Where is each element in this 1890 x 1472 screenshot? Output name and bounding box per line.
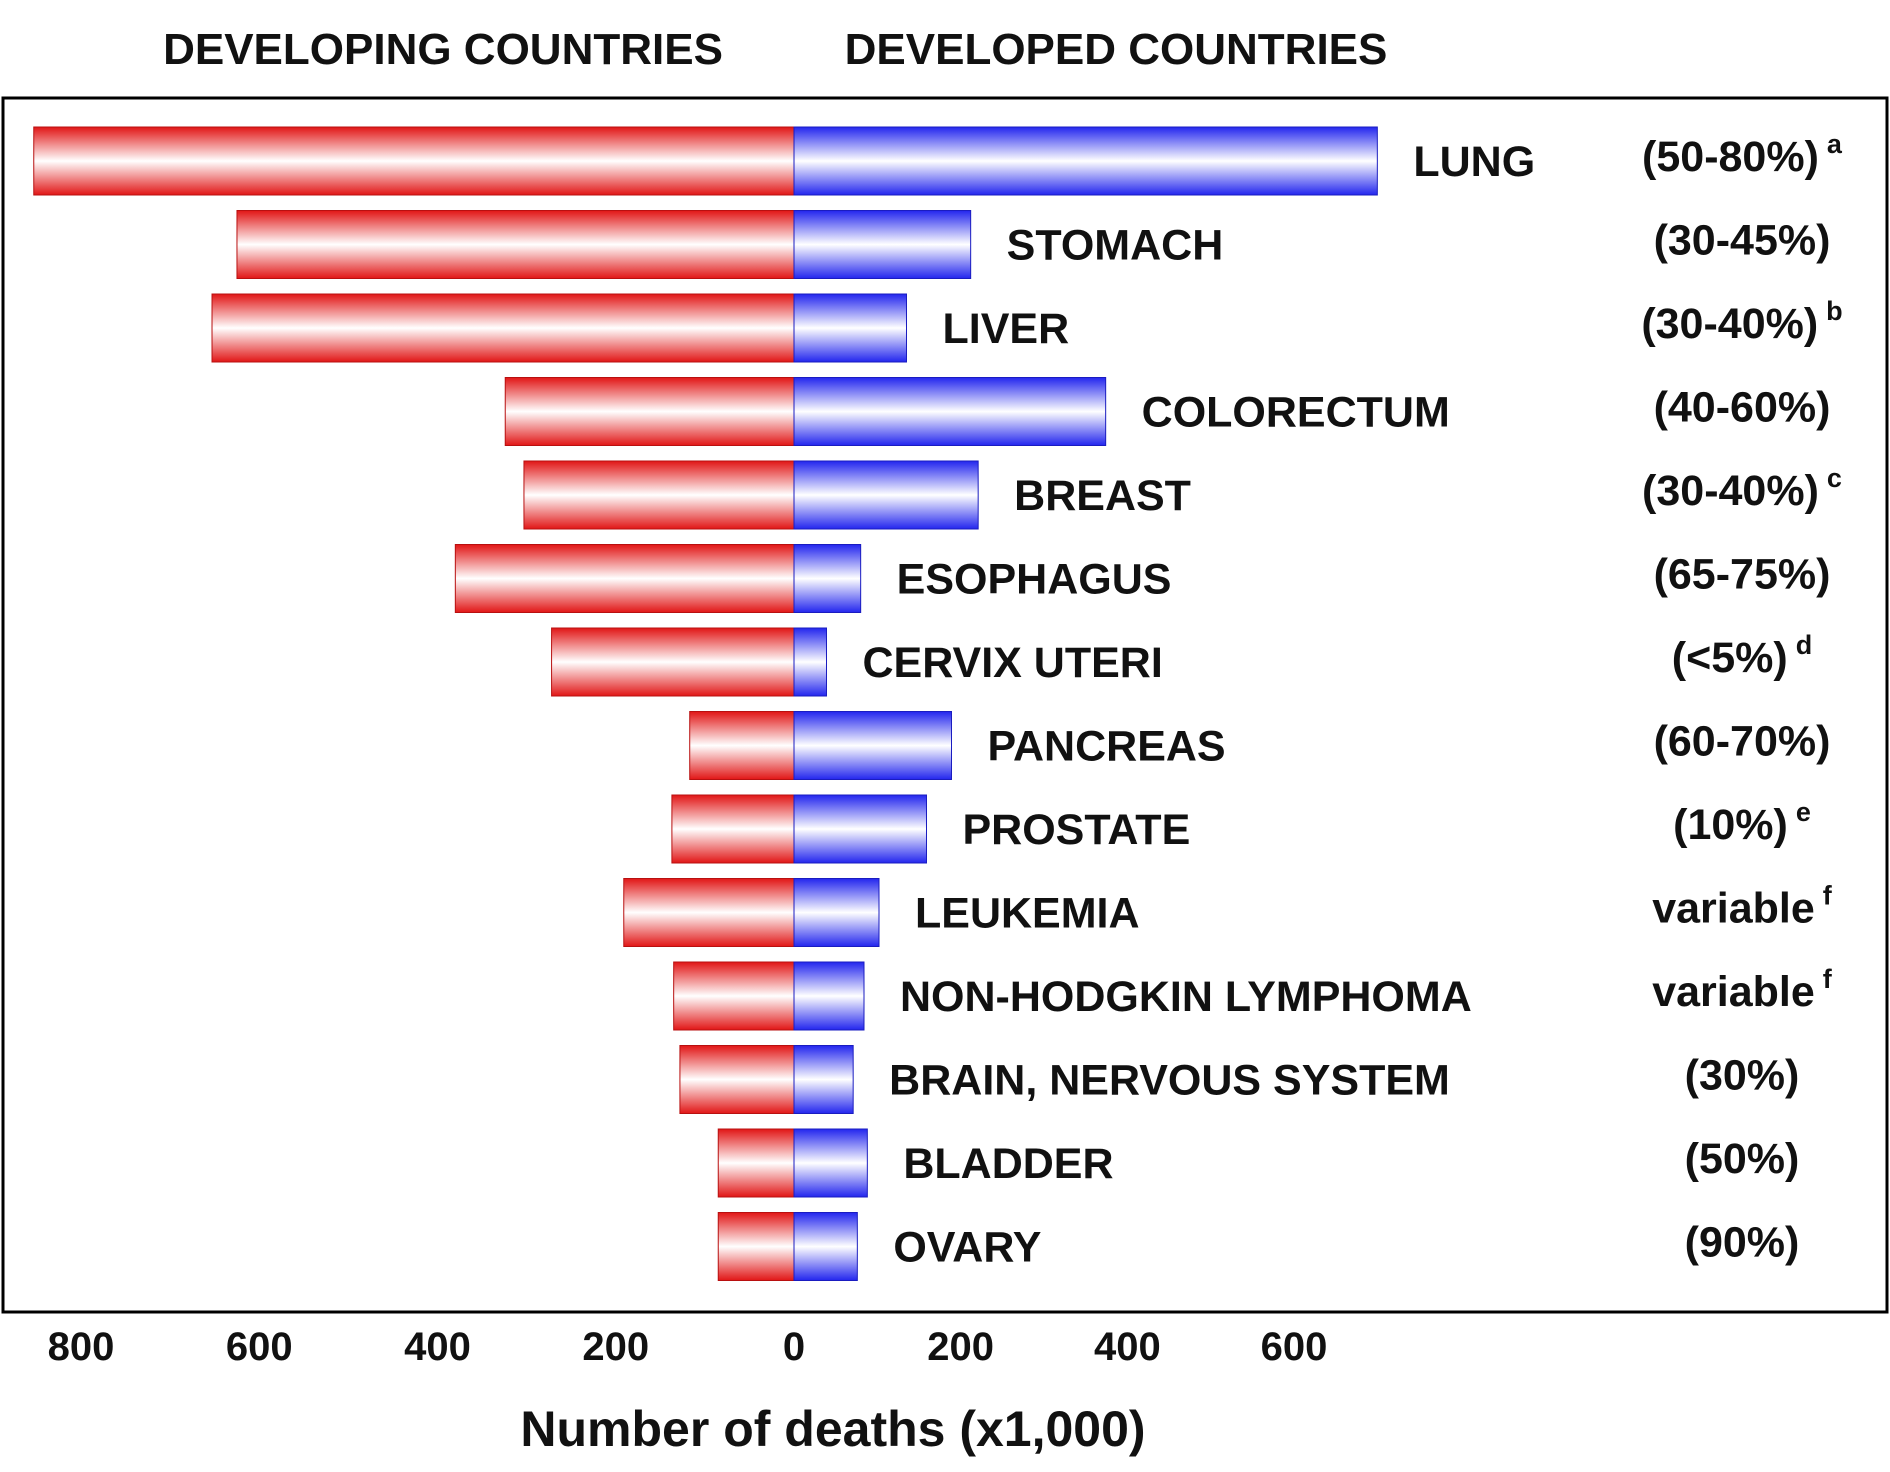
site-label: BLADDER — [903, 1140, 1113, 1188]
percentage-label: (30%) — [1685, 1052, 1800, 1100]
site-label: BRAIN, NERVOUS SYSTEM — [889, 1057, 1450, 1105]
bar-developed — [793, 544, 862, 613]
site-label: NON-HODGKIN LYMPHOMA — [900, 973, 1472, 1021]
bar-developed — [793, 293, 907, 363]
percentage-label: (50%) — [1685, 1135, 1800, 1183]
x-tick-label-right: 200 — [927, 1325, 994, 1369]
x-tick-label-left: 200 — [582, 1325, 649, 1369]
percentage-label: (40-60%) — [1654, 384, 1831, 432]
bar-developed — [793, 126, 1378, 196]
header-developed: DEVELOPED COUNTRIES — [845, 25, 1388, 74]
percentage-label: (50-80%) a — [1642, 129, 1843, 181]
bar-developing — [679, 1045, 795, 1114]
footnote-marker: b — [1826, 296, 1843, 326]
bar-developing — [33, 126, 795, 196]
bar-developing — [717, 1128, 795, 1198]
percentage-label: (10%) e — [1673, 797, 1811, 849]
bar-developing — [673, 961, 795, 1031]
bar-developed — [793, 961, 865, 1031]
site-label: LIVER — [943, 305, 1070, 353]
header-developing: DEVELOPING COUNTRIES — [163, 25, 723, 74]
bar-developed — [793, 377, 1107, 446]
bar-developed — [793, 627, 827, 697]
x-tick-label-right: 400 — [1094, 1325, 1161, 1369]
percentage-label: (30-45%) — [1654, 217, 1831, 265]
bar-developing — [211, 293, 795, 363]
bar-developing — [551, 627, 795, 697]
bars-layer — [33, 126, 1378, 1281]
percentage-label: (60-70%) — [1654, 718, 1831, 766]
labels-layer: LUNG (50-80%) a STOMACH (30-45%) LIVER (30-40%… — [863, 129, 1843, 1272]
bar-developing — [454, 544, 795, 613]
site-label: CERVIX UTERI — [863, 639, 1163, 687]
x-tick-label-right: 600 — [1261, 1325, 1328, 1369]
site-label: COLORECTUM — [1142, 389, 1450, 437]
bar-developing — [504, 377, 795, 446]
percentage-label: (30-40%) c — [1642, 463, 1842, 515]
x-tick-label-left: 800 — [48, 1325, 115, 1369]
percentage-label: (65-75%) — [1654, 551, 1831, 599]
bar-developing — [623, 878, 795, 947]
bar-developing — [236, 210, 795, 279]
bar-developed — [793, 460, 979, 530]
site-label: OVARY — [893, 1224, 1041, 1272]
bar-developing — [689, 711, 795, 780]
footnote-marker: a — [1827, 129, 1843, 159]
bar-developing — [671, 794, 795, 864]
footnote-marker: c — [1827, 463, 1842, 493]
percentage-label: (90%) — [1685, 1219, 1800, 1267]
bar-developed — [793, 1045, 854, 1114]
bar-developed — [793, 210, 972, 279]
footnote-marker: f — [1823, 881, 1833, 911]
site-label: ESOPHAGUS — [897, 556, 1172, 604]
percentage-label: variable f — [1652, 964, 1833, 1016]
ticks-layer: 800 600 400 200 0 200 400 600 — [48, 1325, 1328, 1369]
x-tick-label-left: 600 — [226, 1325, 293, 1369]
bar-developed — [793, 794, 927, 864]
bar-developing — [717, 1212, 795, 1281]
site-label: PROSTATE — [963, 806, 1191, 854]
footnote-marker: d — [1796, 630, 1813, 660]
x-tick-label-left: 400 — [404, 1325, 471, 1369]
x-axis-title: Number of deaths (x1,000) — [520, 1401, 1145, 1457]
percentage-label: (<5%) d — [1672, 630, 1812, 682]
footnote-marker: e — [1796, 797, 1811, 827]
percentage-label: variable f — [1652, 881, 1833, 933]
bar-developed — [793, 1128, 868, 1198]
bar-developed — [793, 878, 880, 947]
site-label: BREAST — [1014, 472, 1191, 520]
bar-developing — [523, 460, 795, 530]
plot-frame — [1, 96, 1889, 1314]
bar-developed — [793, 1212, 858, 1281]
footnote-marker: f — [1823, 964, 1833, 994]
x-tick-label-left: 0 — [783, 1325, 805, 1369]
site-label: STOMACH — [1007, 222, 1224, 270]
site-label: PANCREAS — [988, 723, 1226, 771]
site-label: LUNG — [1413, 138, 1535, 186]
bar-developed — [793, 711, 952, 780]
percentage-label: (30-40%) b — [1641, 296, 1842, 348]
site-label: LEUKEMIA — [915, 890, 1140, 938]
